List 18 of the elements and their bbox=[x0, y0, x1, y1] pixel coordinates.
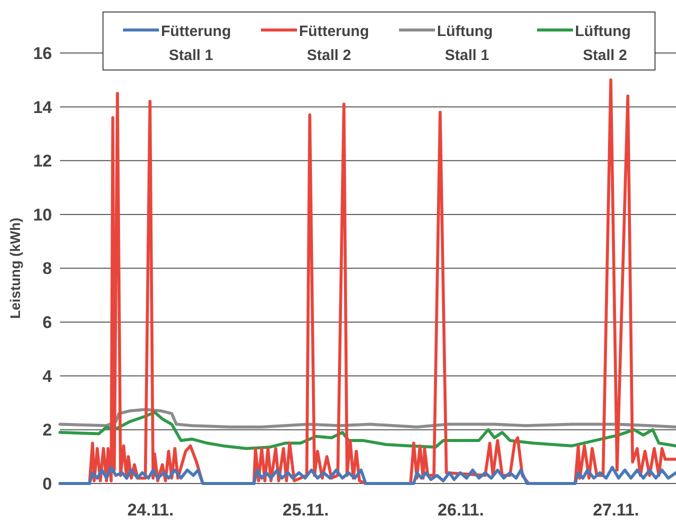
y-tick-label: 0 bbox=[42, 474, 52, 494]
y-tick-label: 8 bbox=[42, 259, 52, 278]
y-tick-label: 6 bbox=[42, 313, 52, 332]
y-axis-title: Leistung (kWh) bbox=[7, 218, 23, 319]
y-tick-label: 2 bbox=[42, 420, 52, 440]
legend-label: Lüftung Stall 2 bbox=[575, 23, 631, 64]
y-tick-label: 14 bbox=[33, 98, 53, 117]
y-tick-label: 10 bbox=[33, 205, 52, 224]
legend-label: Fütterung Stall 1 bbox=[161, 23, 231, 64]
y-tick-label: 12 bbox=[33, 152, 52, 171]
y-tick-label: 4 bbox=[42, 366, 53, 386]
x-tick-label: 24.11. bbox=[127, 500, 174, 520]
legend-label: Lüftung Stall 1 bbox=[437, 23, 493, 64]
legend-label: Fütterung Stall 2 bbox=[299, 23, 369, 64]
x-tick-label: 26.11. bbox=[438, 500, 484, 520]
y-tick-label: 16 bbox=[33, 44, 52, 63]
x-tick-label: 25.11. bbox=[282, 500, 329, 520]
x-tick-label: 27.11. bbox=[592, 500, 640, 520]
